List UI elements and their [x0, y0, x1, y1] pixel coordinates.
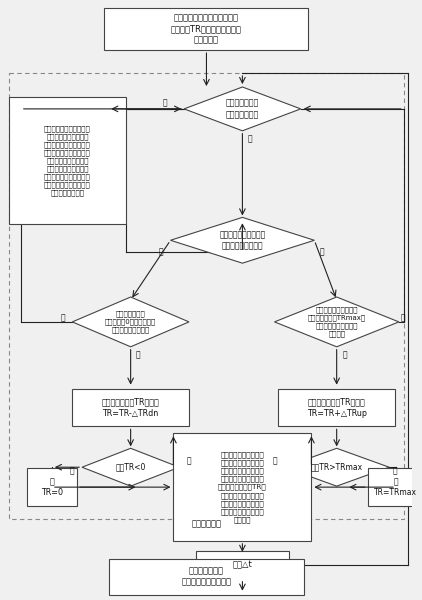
Text: 是: 是 [400, 313, 405, 322]
Text: 是: 是 [70, 467, 75, 476]
Bar [173, 433, 311, 541]
Text: 更新透明度参数TR的值：
TR=TR+△TRup: 更新透明度参数TR的值： TR=TR+△TRup [307, 397, 367, 418]
Text: 当前时刻鼠标是否位于
输入框的显示区域内: 当前时刻鼠标是否位于 输入框的显示区域内 [219, 230, 265, 250]
Text: 创建输入框控件，将录入
字符缓存区存储的内容
录入输入框控件的字符录
入区域后；维持输入框控
件运行；当输入框失去
焦点时，恢复输入框控
件中的录入字符并缓存存: 创建输入框控件，将录入 字符缓存区存储的内容 录入输入框控件的字符录 入区域后；… [44, 125, 91, 196]
Bar [9, 73, 404, 519]
Polygon shape [170, 217, 314, 263]
Text: 是: 是 [162, 98, 167, 107]
Text: 否: 否 [187, 457, 191, 466]
Text: 当前时刻输入框
是否已获得焦点: 当前时刻输入框 是否已获得焦点 [226, 99, 259, 119]
Bar [104, 8, 308, 50]
Polygon shape [184, 87, 301, 131]
Text: 当前是否已经将透明度
值为明度上限值TRmax的
输入框图片并将输入框
加以显示: 当前是否已经将透明度 值为明度上限值TRmax的 输入框图片并将输入框 加以显示 [308, 307, 366, 337]
Bar [109, 559, 304, 595]
Text: 令
TR=TRmax: 令 TR=TRmax [374, 477, 417, 497]
Bar [279, 389, 395, 427]
Text: 是: 是 [158, 248, 163, 257]
Polygon shape [284, 448, 389, 486]
Text: 获取当前录入字符缓存
区内存储的录入字符，
绘制含有所述录入字符
的输入框图片，并按当
前时刻透明度参数TR的
值设置输入框图片的透
明度值，将绘制的输入
框图: 获取当前录入字符缓存 区内存储的录入字符， 绘制含有所述录入字符 的输入框图片，… [218, 451, 267, 523]
Bar [196, 551, 289, 579]
Bar [9, 97, 126, 224]
Polygon shape [82, 448, 179, 486]
Text: 是否TR>TRmax: 是否TR>TRmax [311, 463, 363, 472]
Text: 是否TR<0: 是否TR<0 [116, 463, 146, 472]
Text: 否: 否 [248, 134, 252, 143]
Bar [27, 468, 77, 506]
Bar [72, 389, 189, 427]
Text: 是: 是 [393, 467, 397, 476]
Text: 否: 否 [136, 350, 141, 359]
Text: 否: 否 [320, 248, 325, 257]
Text: 令
TR=0: 令 TR=0 [41, 477, 63, 497]
Polygon shape [72, 297, 189, 347]
Text: 是: 是 [60, 313, 65, 322]
Text: 关闭输入框控件
并显示显示输入框图片: 关闭输入框控件 并显示显示输入框图片 [181, 566, 231, 587]
Text: 更新透明度参数TR的值：
TR=TR-△TRdn: 更新透明度参数TR的值： TR=TR-△TRdn [102, 397, 160, 418]
Text: 否: 否 [272, 457, 277, 466]
Text: 当前是否已绘制
透明度值为0的输入框图片
并将输入框加以显示: 当前是否已绘制 透明度值为0的输入框图片 并将输入框加以显示 [105, 310, 156, 334]
Text: 否: 否 [342, 350, 347, 359]
Text: 输入框被激活启动：初始化透
明度参数TR的值，并创建录入
字符缓存区: 输入框被激活启动：初始化透 明度参数TR的值，并创建录入 字符缓存区 [171, 14, 242, 45]
Bar [368, 468, 422, 506]
Polygon shape [274, 297, 399, 347]
Text: 输入框被关闭: 输入框被关闭 [192, 520, 222, 529]
Text: 延时△t: 延时△t [233, 560, 252, 569]
